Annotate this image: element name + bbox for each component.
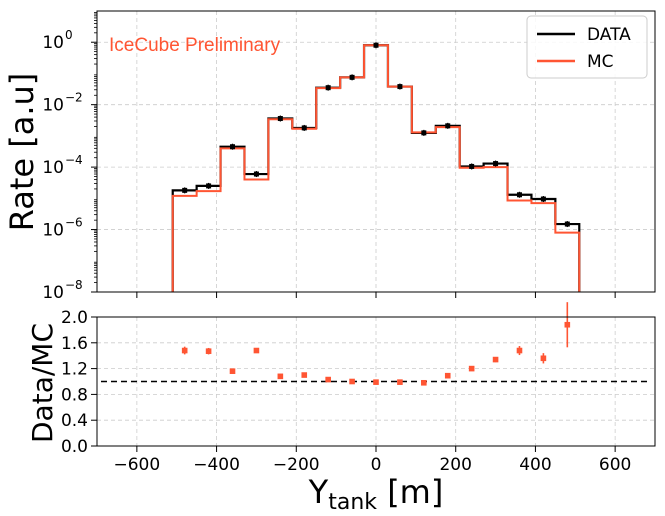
icecube-preliminary-label: IceCube Preliminary: [109, 35, 281, 56]
data-marker: [493, 161, 499, 167]
ratio-y-tick-label: 1.6: [61, 334, 88, 354]
data-marker: [421, 130, 427, 136]
x-tick-label: 0: [371, 455, 382, 475]
ratio-point: [444, 372, 451, 379]
ratio-point: [492, 356, 499, 363]
data-marker: [325, 85, 331, 91]
ratio-y-tick-label: 2.0: [61, 308, 88, 328]
data-marker: [230, 144, 236, 150]
data-markers: [182, 42, 570, 228]
ratio-point: [516, 347, 523, 354]
ratio-point: [277, 373, 284, 380]
ratio-y-tick-label: 0.8: [61, 385, 88, 405]
x-axis-title-unit: [m]: [377, 473, 443, 511]
legend: DATA MC: [526, 15, 648, 79]
ratio-y-tick-label: 0.4: [61, 411, 88, 431]
data-marker: [540, 196, 546, 202]
data-marker: [349, 74, 355, 80]
x-tick-label: −200: [273, 455, 320, 475]
x-tick-label: 600: [599, 455, 631, 475]
data-marker: [373, 42, 379, 48]
ratio-point: [373, 379, 379, 385]
ratio-y-tick-label: 0.0: [61, 437, 88, 457]
ratio-panel: 0.0 0.4 0.8 1.2 1.6 2.0 −600 −400 −200 0 200 400 60…: [26, 302, 656, 515]
data-marker: [182, 187, 188, 193]
legend-label-data: DATA: [587, 25, 631, 45]
rate-y-tick-label: 10: [42, 96, 64, 116]
ratio-point: [468, 365, 475, 372]
ratio-point: [397, 379, 403, 385]
data-marker: [564, 221, 570, 227]
rate-y-axis-title: Rate [a.u]: [3, 73, 41, 232]
rate-y-tick-exponent: 0: [65, 28, 73, 42]
rate-y-tick-exponent: −2: [65, 91, 83, 105]
x-tick-label: 400: [519, 455, 551, 475]
data-marker: [469, 163, 475, 169]
data-marker: [206, 183, 212, 189]
ratio-point: [205, 348, 212, 354]
rate-y-tick-label: 10: [42, 158, 64, 178]
x-tick-label: −600: [114, 455, 161, 475]
data-marker: [277, 116, 283, 122]
ratio-point: [301, 372, 308, 378]
ratio-x-ticks: −600 −400 −200 0 200 400 600: [114, 446, 631, 475]
rate-y-tick-label: 10: [42, 283, 64, 303]
data-marker: [397, 84, 403, 90]
ratio-point: [349, 378, 355, 385]
rate-y-tick-label: 10: [42, 33, 64, 53]
ratio-point: [421, 379, 427, 386]
legend-label-mc: MC: [587, 52, 614, 72]
ratio-point: [253, 347, 260, 354]
x-axis-title-main: Y: [308, 473, 329, 511]
data-marker: [253, 171, 259, 177]
legend-box: [526, 15, 648, 79]
ratio-point: [325, 376, 331, 383]
ratio-points: [181, 302, 571, 386]
data-marker: [516, 192, 522, 198]
ratio-point: [229, 368, 236, 374]
ratio-point: [540, 355, 547, 362]
ratio-point: [181, 347, 188, 354]
rate-y-tick-exponent: −8: [65, 278, 83, 292]
x-tick-label: 200: [439, 455, 471, 475]
data-marker: [445, 123, 451, 129]
ratio-point: [564, 321, 571, 328]
x-tick-label: −400: [193, 455, 240, 475]
rate-x-ticks: [136, 292, 616, 298]
data-marker: [301, 125, 307, 131]
x-axis-title: Ytank [m]: [308, 473, 444, 515]
rate-y-tick-exponent: −6: [65, 216, 83, 230]
rate-y-tick-exponent: −4: [65, 153, 83, 167]
ratio-y-tick-label: 1.2: [61, 360, 88, 380]
ratio-y-axis-title: Data/MC: [26, 323, 59, 443]
x-axis-title-subscript: tank: [328, 490, 377, 515]
ratio-y-ticks: 0.0 0.4 0.8 1.2 1.6 2.0: [61, 308, 97, 457]
rate-y-tick-label: 10: [42, 221, 64, 241]
